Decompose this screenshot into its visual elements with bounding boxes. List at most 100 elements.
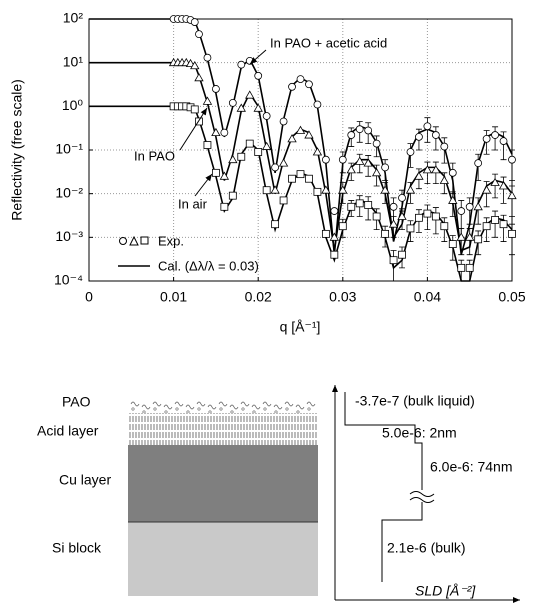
x-axis-label: q [Å⁻¹] [280, 319, 321, 335]
layer-label: Acid layer [37, 423, 99, 439]
y-axis-label: Reflectivity (free scale) [9, 79, 25, 221]
x-tick-label: 0.03 [329, 289, 356, 305]
exp-point [219, 171, 230, 180]
exp-point [211, 85, 220, 93]
exp-point [305, 174, 313, 183]
exp-point [355, 199, 364, 208]
x-tick-label: 0.02 [245, 289, 272, 305]
exp-point [338, 185, 348, 194]
annotation-arrow [179, 107, 208, 151]
exp-point [499, 137, 508, 145]
exp-point [190, 60, 200, 70]
legend-label: Cal. (Δλ/λ = 0.03) [158, 258, 259, 273]
exp-point [203, 141, 212, 149]
exp-point [439, 175, 450, 184]
exp-point [295, 125, 306, 134]
exp-point [474, 159, 483, 168]
exp-point [312, 147, 323, 156]
molecule [295, 404, 305, 410]
exp-point [254, 148, 263, 156]
calc-curve [89, 18, 513, 255]
exp-point [211, 168, 220, 177]
exp-point [355, 156, 365, 165]
molecule-head [131, 407, 135, 411]
molecule-head [307, 407, 311, 411]
exp-point [245, 90, 255, 99]
legend-marker [140, 236, 149, 245]
layer-label: Cu layer [59, 472, 111, 488]
error-bar [466, 197, 473, 225]
exp-point [465, 263, 474, 272]
exp-point [406, 148, 415, 156]
error-bar [475, 153, 482, 181]
exp-point [372, 212, 381, 221]
molecule-head [208, 410, 212, 414]
molecule [306, 401, 316, 407]
exp-point [271, 163, 280, 172]
exp-point [448, 195, 458, 204]
molecule-head [263, 407, 267, 411]
exp-point [245, 139, 254, 148]
layer-label: PAO [62, 394, 91, 410]
molecule [229, 404, 239, 410]
exp-point [372, 139, 381, 148]
exp-point [448, 240, 457, 248]
molecule-head [241, 407, 245, 411]
exp-point [406, 224, 415, 233]
molecule [273, 404, 283, 410]
exp-point [482, 222, 491, 231]
layer-diagram: PAO Acid layer Cu layer Si block [37, 394, 318, 596]
exp-point [347, 202, 356, 211]
layer-label: Si block [52, 540, 102, 556]
exp-point [415, 213, 423, 222]
exp-point [195, 117, 203, 126]
exp-point [422, 165, 433, 174]
molecule-head [153, 407, 157, 411]
cu-layer [128, 445, 318, 522]
exp-point [228, 154, 238, 164]
molecule [152, 401, 162, 407]
exp-point [237, 152, 246, 161]
exp-point [491, 216, 499, 224]
exp-point [397, 211, 407, 220]
exp-point [473, 202, 483, 211]
legend-marker [129, 235, 139, 246]
exp-point [423, 122, 432, 131]
y-tick-label: 10¹ [63, 53, 84, 69]
exp-point [220, 128, 229, 137]
exp-point [190, 105, 199, 114]
exp-point [364, 126, 373, 135]
error-bar [509, 223, 515, 256]
exp-point [481, 185, 492, 194]
exp-point [364, 201, 373, 209]
exp-point [194, 73, 204, 82]
exp-point [363, 158, 373, 167]
exp-point [507, 190, 517, 200]
exp-point [457, 207, 466, 215]
y-tick-label: 10⁻² [55, 184, 83, 200]
chart: 10⁻⁴ 10⁻³ 10⁻² 10⁻¹ 10⁰ 10¹ 10² 0 0.01 0.02 0.03 0.… [54, 10, 526, 305]
x-tick-label: 0.01 [160, 289, 187, 305]
exp-point [228, 98, 237, 107]
exp-point [499, 220, 508, 229]
exp-point [313, 100, 322, 109]
exp-point [253, 103, 263, 112]
exp-point [465, 232, 475, 241]
exp-point [288, 174, 296, 183]
annotation-arrow [194, 173, 213, 197]
error-bar [432, 207, 439, 235]
exp-point [381, 163, 390, 172]
error-bar [500, 214, 507, 242]
sld-axis-label: SLD [Å⁻²] [415, 583, 476, 599]
exp-point [279, 196, 288, 205]
axis-break [409, 491, 435, 503]
y-tick-label: 10⁰ [62, 97, 84, 113]
error-bar [500, 131, 507, 161]
molecule-head [274, 410, 278, 414]
legend-marker [119, 237, 127, 245]
exp-point [195, 30, 203, 39]
exp-point [202, 96, 213, 105]
exp-point [321, 229, 330, 238]
molecule [174, 401, 184, 407]
